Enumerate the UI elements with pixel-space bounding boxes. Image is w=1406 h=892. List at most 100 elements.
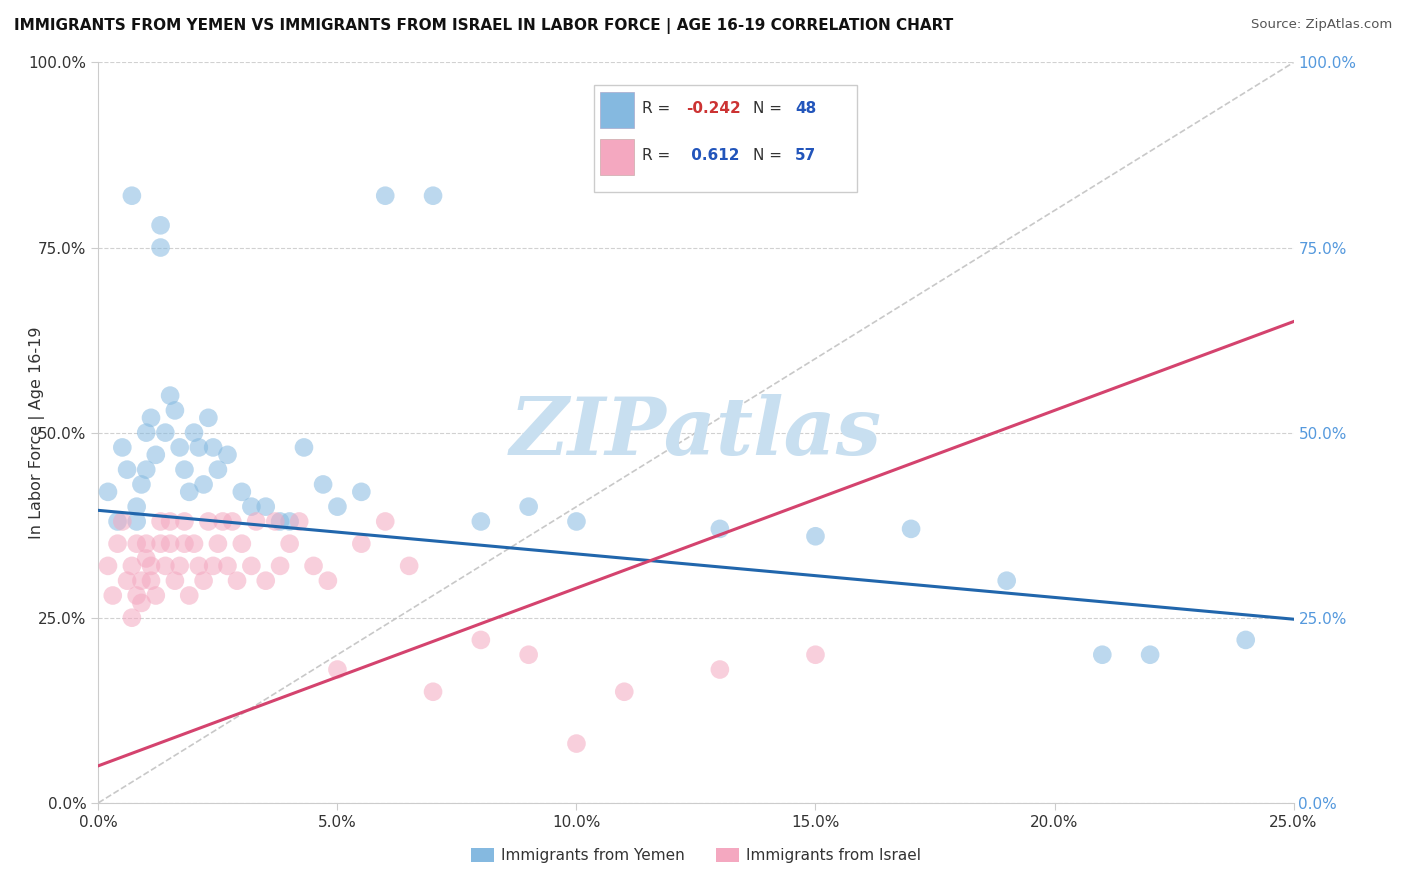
- Point: [163, 574, 186, 588]
- Point: [163, 403, 186, 417]
- Text: R =: R =: [643, 148, 675, 163]
- Point: [264, 515, 287, 529]
- Point: [131, 596, 153, 610]
- Point: [197, 410, 219, 425]
- Point: [231, 536, 253, 550]
- Point: [139, 558, 162, 573]
- Point: [1139, 648, 1161, 662]
- Point: [207, 536, 229, 550]
- Point: [221, 515, 243, 529]
- Point: [398, 558, 420, 573]
- Point: [145, 589, 167, 603]
- Point: [159, 515, 181, 529]
- Point: [288, 515, 311, 529]
- Text: 0.612: 0.612: [686, 148, 740, 163]
- Point: [115, 462, 138, 476]
- Text: 48: 48: [796, 101, 817, 116]
- Text: IMMIGRANTS FROM YEMEN VS IMMIGRANTS FROM ISRAEL IN LABOR FORCE | AGE 16-19 CORRE: IMMIGRANTS FROM YEMEN VS IMMIGRANTS FROM…: [14, 18, 953, 34]
- FancyBboxPatch shape: [600, 92, 634, 128]
- Point: [804, 648, 827, 662]
- Point: [149, 515, 172, 529]
- Legend: Immigrants from Yemen, Immigrants from Israel: Immigrants from Yemen, Immigrants from I…: [464, 842, 928, 869]
- Point: [107, 515, 129, 529]
- Point: [217, 448, 239, 462]
- Point: [187, 558, 209, 573]
- Point: [111, 515, 134, 529]
- Point: [217, 558, 239, 573]
- FancyBboxPatch shape: [600, 139, 634, 175]
- Point: [193, 574, 215, 588]
- Point: [149, 240, 172, 255]
- Point: [278, 515, 301, 529]
- Point: [374, 515, 396, 529]
- Text: -0.242: -0.242: [686, 101, 741, 116]
- Point: [613, 685, 636, 699]
- Point: [240, 500, 263, 514]
- Point: [709, 663, 731, 677]
- Point: [135, 551, 157, 566]
- Point: [179, 589, 201, 603]
- Point: [115, 574, 138, 588]
- Point: [202, 441, 225, 455]
- Point: [197, 515, 219, 529]
- Point: [470, 515, 492, 529]
- Point: [183, 425, 205, 440]
- Point: [995, 574, 1018, 588]
- Point: [121, 610, 143, 624]
- Point: [159, 388, 181, 402]
- Point: [125, 589, 148, 603]
- Point: [121, 558, 143, 573]
- Point: [226, 574, 249, 588]
- Point: [131, 574, 153, 588]
- Point: [211, 515, 233, 529]
- Point: [207, 462, 229, 476]
- FancyBboxPatch shape: [595, 85, 858, 192]
- Point: [187, 441, 209, 455]
- Point: [183, 536, 205, 550]
- Point: [111, 441, 134, 455]
- Point: [173, 515, 195, 529]
- Point: [135, 462, 157, 476]
- Y-axis label: In Labor Force | Age 16-19: In Labor Force | Age 16-19: [28, 326, 45, 539]
- Point: [517, 500, 540, 514]
- Text: N =: N =: [754, 148, 787, 163]
- Point: [374, 188, 396, 202]
- Point: [139, 410, 162, 425]
- Point: [278, 536, 301, 550]
- Point: [326, 500, 349, 514]
- Point: [139, 574, 162, 588]
- Point: [169, 441, 191, 455]
- Point: [709, 522, 731, 536]
- Point: [422, 685, 444, 699]
- Point: [202, 558, 225, 573]
- Point: [193, 477, 215, 491]
- Point: [316, 574, 339, 588]
- Point: [254, 500, 277, 514]
- Point: [245, 515, 267, 529]
- Point: [470, 632, 492, 647]
- Point: [169, 558, 191, 573]
- Point: [155, 558, 177, 573]
- Point: [565, 515, 588, 529]
- Point: [107, 536, 129, 550]
- Text: ZIPatlas: ZIPatlas: [510, 394, 882, 471]
- Text: N =: N =: [754, 101, 787, 116]
- Point: [101, 589, 124, 603]
- Point: [125, 536, 148, 550]
- Point: [804, 529, 827, 543]
- Point: [350, 484, 373, 499]
- Point: [155, 425, 177, 440]
- Point: [269, 558, 291, 573]
- Text: R =: R =: [643, 101, 675, 116]
- Point: [517, 648, 540, 662]
- Point: [97, 484, 120, 499]
- Point: [900, 522, 922, 536]
- Point: [565, 737, 588, 751]
- Text: Source: ZipAtlas.com: Source: ZipAtlas.com: [1251, 18, 1392, 31]
- Point: [145, 448, 167, 462]
- Point: [135, 536, 157, 550]
- Point: [125, 500, 148, 514]
- Point: [135, 425, 157, 440]
- Point: [1091, 648, 1114, 662]
- Point: [149, 219, 172, 233]
